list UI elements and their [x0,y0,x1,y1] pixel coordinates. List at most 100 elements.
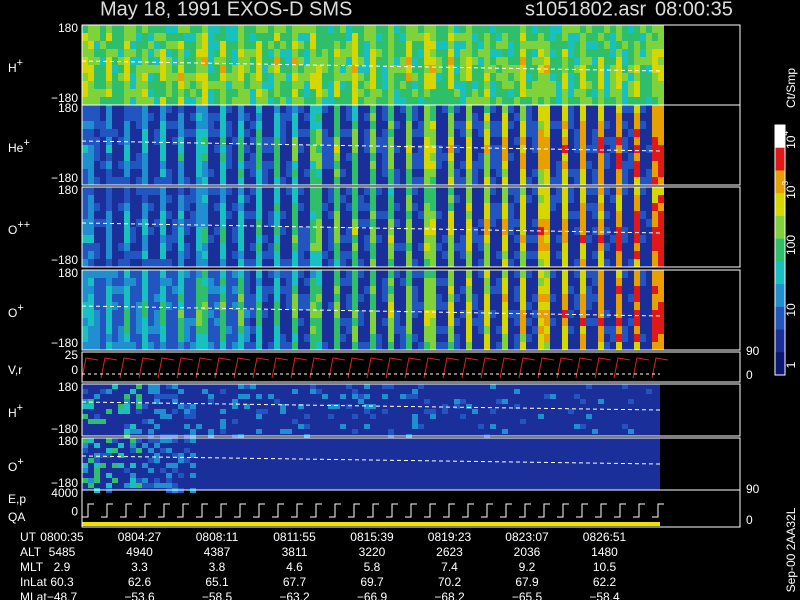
spectrogram-cell [268,81,274,89]
spectrogram-cell [610,161,616,169]
spectrogram-cell [508,153,514,161]
spectrogram-cell [196,97,202,105]
spectrogram-cell [604,41,610,49]
spectrogram-cell [490,105,496,113]
spectrogram-cell [358,113,364,121]
spectrogram-cell [190,429,196,434]
spectrogram-cell [262,177,268,185]
spectrogram-cell [502,25,508,33]
spectrogram-cell [280,105,286,113]
spectrogram-cell [550,318,556,326]
colorbar-cell [775,193,785,217]
spectrogram-cell [214,161,220,169]
spectrogram-cell [646,97,652,105]
spectrogram-cell [106,286,112,294]
spectrogram-cell [436,97,442,105]
spectrogram-cell [328,113,334,121]
spectrogram-cell [496,137,502,145]
spectrogram-cell [304,97,310,105]
spectrogram-cell [412,169,418,177]
spectrogram-cell [316,195,322,203]
spectrogram-cell [502,342,508,350]
spectrogram-cell [406,227,412,235]
spectrogram-cell [340,278,346,286]
spectrogram-cell [454,334,460,342]
spectrogram-cell [118,443,124,448]
spectrogram-cell [316,334,322,342]
spectrogram-cell [478,105,484,113]
spectrogram-cell [130,113,136,121]
spectrogram-cell [550,286,556,294]
spectrogram-cell [586,203,592,211]
spectrogram-cell [400,235,406,243]
spectrogram-cell [118,113,124,121]
spectrogram-cell [580,161,586,169]
spectrogram-cell [538,177,544,185]
spectrogram-cell [448,278,454,286]
spectrogram-cell [124,326,130,334]
spectrogram-cell [580,41,586,49]
pitch-angle-line [81,455,661,465]
spectrogram-cell [322,81,328,89]
spectrogram-cell [514,153,520,161]
spectrogram-cell [394,129,400,137]
spectrogram-cell [340,211,346,219]
spectrogram-cell [526,334,532,342]
spectrogram-cell [130,318,136,326]
spectrogram-cell [154,453,160,458]
spectrogram-cell [460,286,466,294]
spectrogram-cell [250,203,256,211]
spectrogram-cell [352,243,358,251]
spectrogram-cell [478,41,484,49]
spectrogram-cell [646,278,652,286]
spectrogram-cell [178,278,184,286]
spectrogram-cell [94,177,100,185]
spectrogram-cell [148,137,154,145]
spectrogram-cell [274,286,280,294]
spectrogram-cell [154,278,160,286]
spectrogram-cell [388,195,394,203]
spectrogram-cell [388,318,394,326]
spectrogram-cell [544,302,550,310]
spectrogram-cell [208,227,214,235]
spectrogram-cell [298,113,304,121]
spectrogram-cell [454,65,460,73]
spectrogram-cell [574,177,580,185]
spectrogram-cell [382,243,388,251]
spectrogram-cell [628,219,634,227]
spectrogram-cell [472,251,478,259]
spectrogram-cell [130,137,136,145]
spectrogram-cell [418,334,424,342]
spectrogram-cell [316,113,322,121]
spectrogram-cell [574,286,580,294]
spectrogram-cell [106,483,112,488]
spectrogram-cell [550,203,556,211]
spectrogram-cell [418,424,424,429]
spectrogram-cell [640,243,646,251]
spectrogram-cell [442,137,448,145]
spectrogram-cell [178,270,184,278]
spectrogram-cell [334,33,340,41]
spectrogram-cell [280,33,286,41]
spectrogram-cell [226,318,232,326]
spectrogram-cell [220,259,226,267]
spectrogram-cell [628,342,634,350]
spectrogram-cell [106,453,112,458]
spectrogram-cell [94,121,100,129]
spectrogram-cell [556,113,562,121]
spectrogram-cell [118,463,124,468]
spectrogram-cell [412,270,418,278]
spectrogram-cell [190,302,196,310]
panel-label-base: H [8,406,17,420]
spectrogram-cell [412,389,418,394]
spectrogram-cell [508,137,514,145]
spectrogram-cell [94,270,100,278]
spectrogram-cell [190,251,196,259]
spectrogram-cell [148,65,154,73]
spectrogram-cell [154,97,160,105]
spectrogram-cell [220,235,226,243]
spectrogram-cell [196,318,202,326]
spectrogram-cell [136,251,142,259]
spectrogram-cell [118,342,124,350]
spectrogram-cell [490,259,496,267]
